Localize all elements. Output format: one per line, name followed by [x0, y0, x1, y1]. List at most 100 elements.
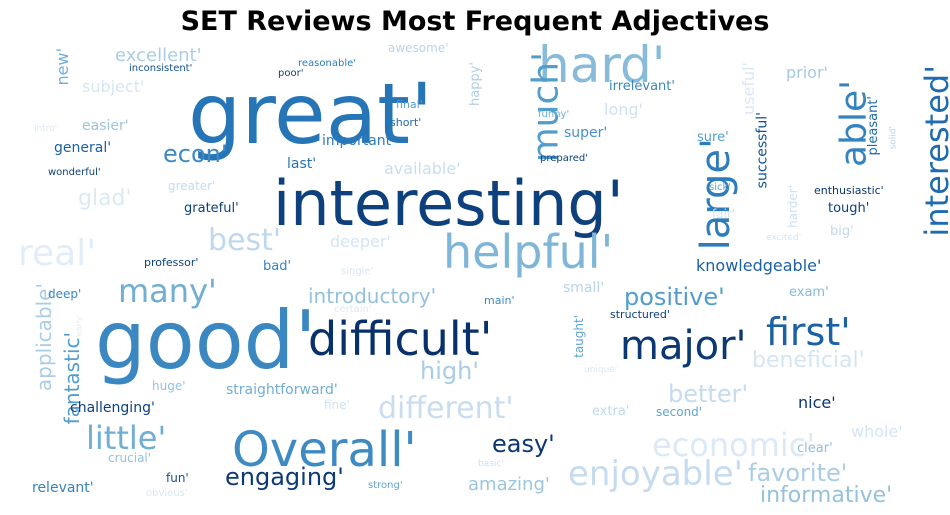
word-beneficial: beneficial' — [752, 348, 865, 373]
word-reasonable: reasonable' — [298, 58, 356, 69]
word-economic: economic' — [652, 426, 815, 464]
word-poor: poor' — [278, 68, 303, 79]
word-funny: funny' — [538, 109, 569, 120]
word-inconsistent: inconsistent' — [129, 63, 192, 74]
word-deep: deep' — [48, 287, 81, 301]
word-prepared: prepared' — [540, 153, 588, 164]
word-high: high' — [420, 357, 479, 385]
word-irrelevant: irrelevant' — [609, 79, 675, 94]
word-available: available' — [384, 159, 461, 178]
word-large: large' — [693, 138, 739, 250]
word-hard: hard' — [538, 36, 666, 94]
word-successful: successful' — [755, 112, 771, 188]
word-crucial: crucial' — [108, 451, 151, 465]
word-basic: basic' — [478, 459, 504, 469]
word-happy: happy' — [468, 62, 483, 106]
word-single: single' — [341, 266, 373, 277]
word-different: different' — [378, 391, 514, 426]
word-much: much' — [526, 52, 567, 162]
word-bad: bad' — [263, 259, 291, 274]
word-informative: informative' — [760, 483, 892, 508]
word-strong: strong' — [368, 480, 403, 491]
word-excited: excited' — [766, 233, 801, 243]
word-sure: sure' — [697, 130, 729, 145]
word-enjoyable: enjoyable' — [568, 454, 743, 494]
word-main: main' — [484, 294, 515, 307]
word-general: general' — [54, 140, 111, 156]
word-econ: econ' — [163, 140, 227, 168]
word-interested: interested' — [918, 65, 950, 237]
word-long: long' — [604, 100, 643, 119]
word-wonderful: wonderful' — [48, 167, 101, 178]
word-first: first' — [766, 310, 851, 354]
word-obvious: obvious' — [146, 488, 188, 499]
word-many: many' — [118, 272, 217, 310]
word-tough: tough' — [828, 201, 869, 216]
word-knowledgeable: knowledgeable' — [696, 256, 821, 275]
word-certain: certain' — [334, 304, 372, 315]
word-nice: nice' — [798, 393, 836, 412]
word-solid: solid' — [889, 126, 899, 149]
word-subject: subject' — [82, 77, 144, 96]
word-grateful: grateful' — [184, 201, 239, 216]
word-final: final' — [396, 98, 423, 111]
word-amazing: amazing' — [468, 474, 550, 495]
word-straightforward: straightforward' — [226, 382, 338, 398]
word-better: better' — [668, 380, 748, 408]
word-super: super' — [564, 125, 607, 141]
word-positive: positive' — [624, 283, 725, 311]
word-enthusiastic: enthusiastic' — [814, 184, 884, 197]
word-glad: glad' — [78, 186, 132, 211]
word-challenging: challenging' — [70, 400, 155, 416]
word-second: second' — [656, 405, 702, 419]
word-introductory: introductory' — [308, 284, 436, 308]
word-fair: fair' — [712, 207, 735, 221]
word-able: able' — [834, 80, 875, 167]
word-greater: greater' — [168, 179, 215, 193]
word-helpful: helpful' — [443, 225, 613, 279]
word-useful: useful' — [739, 62, 758, 115]
word-fantastic: fantastic' — [60, 332, 84, 424]
word-easy: easy' — [492, 430, 555, 458]
word-intro: intro' — [34, 124, 57, 134]
word-new: new' — [53, 48, 72, 85]
word-pleasant: pleasant' — [866, 96, 881, 155]
word-good: good' — [95, 294, 316, 387]
word-last: last' — [287, 156, 316, 172]
word-extra: extra' — [592, 404, 629, 419]
word-structured: structured' — [610, 308, 670, 321]
word-interesting: interesting' — [273, 167, 624, 240]
word-small: small' — [563, 280, 604, 296]
word-real: real' — [18, 233, 96, 274]
word-relevant: relevant' — [32, 480, 94, 496]
word-prior: prior' — [786, 63, 828, 82]
word-fun: fun' — [166, 471, 189, 485]
word-best: best' — [208, 223, 281, 258]
word-harder: harder' — [786, 185, 800, 228]
chart-title: SET Reviews Most Frequent Adjectives — [180, 6, 770, 37]
word-professor: professor' — [144, 256, 198, 269]
word-taught: taught' — [572, 315, 586, 358]
word-short: short' — [390, 116, 421, 129]
word-great: great' — [188, 65, 433, 163]
word-huge: huge' — [152, 379, 186, 393]
word-whole: whole' — [851, 422, 903, 441]
word-deeper: deeper' — [330, 232, 391, 251]
word-excellent: excellent' — [115, 45, 202, 66]
word-early: early' — [75, 314, 84, 336]
word-favorite: favorite' — [748, 459, 847, 487]
word-exam: exam' — [789, 285, 829, 300]
word-important: important' — [322, 133, 395, 149]
word-applicable: applicable' — [32, 283, 56, 391]
word-engaging: engaging' — [225, 463, 344, 491]
word-fine: fine' — [324, 398, 350, 412]
word-unique: unique' — [584, 365, 617, 375]
word-difficult: difficult' — [308, 312, 492, 366]
word-sick: sick' — [709, 182, 731, 193]
word-awesome: awesome' — [388, 41, 449, 55]
word-clear: clear' — [797, 441, 833, 456]
word-big: big' — [830, 224, 854, 239]
word-overall: Overall' — [232, 422, 417, 478]
